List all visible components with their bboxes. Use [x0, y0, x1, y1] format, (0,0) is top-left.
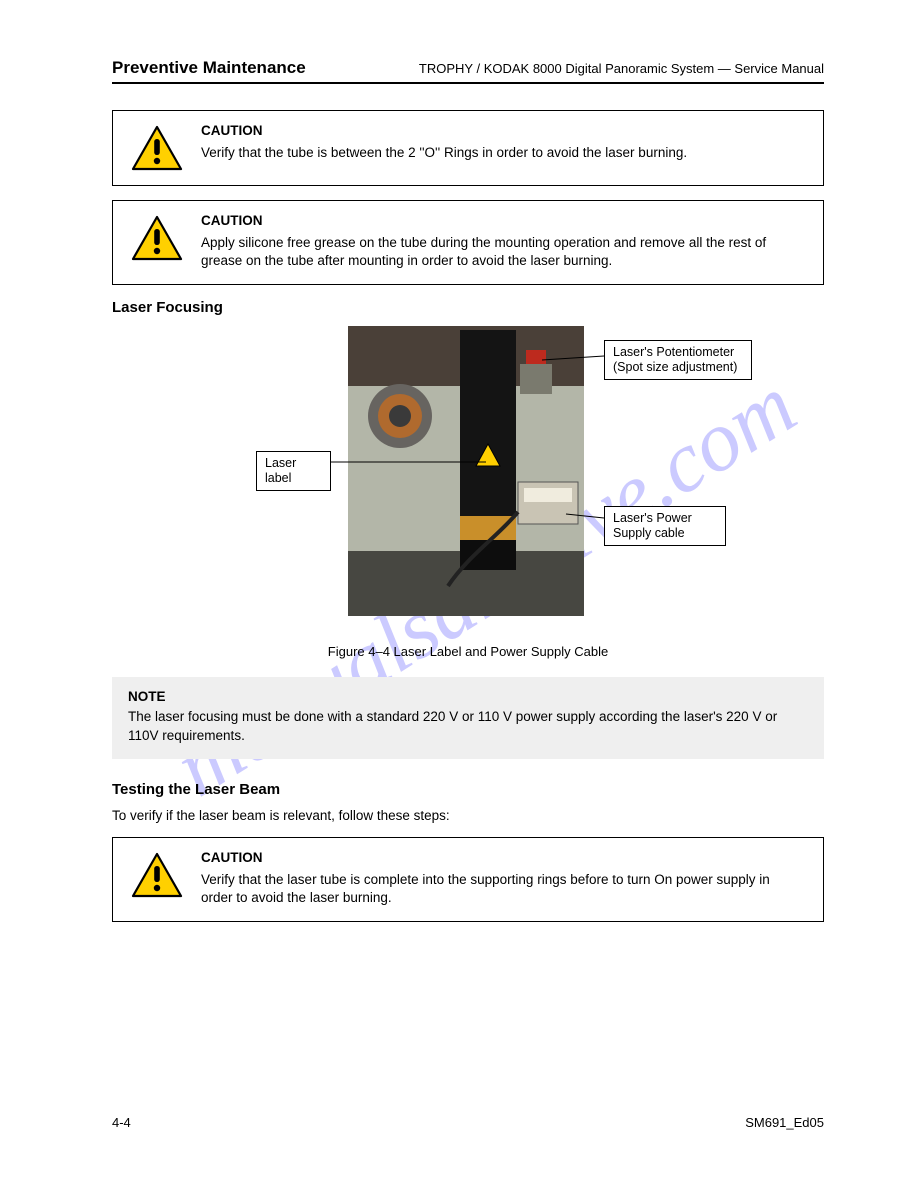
- doc-code: SM691_Ed05: [745, 1115, 824, 1130]
- caution-text: Verify that the tube is between the 2 ''…: [201, 144, 805, 162]
- laser-focusing-heading: Laser Focusing: [112, 299, 824, 316]
- caution-box-2: CAUTION Apply silicone free grease on th…: [112, 200, 824, 285]
- header-rule: [112, 82, 824, 84]
- caution-box-3: CAUTION Verify that the laser tube is co…: [112, 837, 824, 922]
- caution-text: Verify that the laser tube is complete i…: [201, 871, 805, 907]
- leader-lines: [148, 326, 788, 636]
- page-number: 4-4: [112, 1115, 131, 1130]
- testing-intro: To verify if the laser beam is relevant,…: [112, 808, 824, 823]
- note-label: NOTE: [128, 689, 808, 704]
- caution-label: CAUTION: [201, 123, 805, 138]
- testing-laser-beam-heading: Testing the Laser Beam: [112, 781, 824, 798]
- figure-caption: Figure 4–4 Laser Label and Power Supply …: [112, 644, 824, 659]
- note-text: The laser focusing must be done with a s…: [128, 708, 808, 744]
- caution-label: CAUTION: [201, 213, 805, 228]
- caution-label: CAUTION: [201, 850, 805, 865]
- content-area: CAUTION Verify that the tube is between …: [112, 110, 824, 936]
- caution-box-1: CAUTION Verify that the tube is between …: [112, 110, 824, 186]
- page: manualsarchive.com Preventive Maintenanc…: [0, 0, 918, 1188]
- warning-icon: [131, 125, 183, 171]
- warning-icon: [131, 215, 183, 261]
- chapter-label: Preventive Maintenance: [112, 58, 306, 78]
- figure-4-4: Laser's Potentiometer (Spot size adjustm…: [148, 326, 788, 636]
- book-title: TROPHY / KODAK 8000 Digital Panoramic Sy…: [419, 61, 824, 76]
- note-box: NOTE The laser focusing must be done wit…: [112, 677, 824, 758]
- warning-icon: [131, 852, 183, 898]
- page-header: Preventive Maintenance TROPHY / KODAK 80…: [112, 58, 824, 84]
- caution-text: Apply silicone free grease on the tube d…: [201, 234, 805, 270]
- page-footer: 4-4 SM691_Ed05: [112, 1115, 824, 1130]
